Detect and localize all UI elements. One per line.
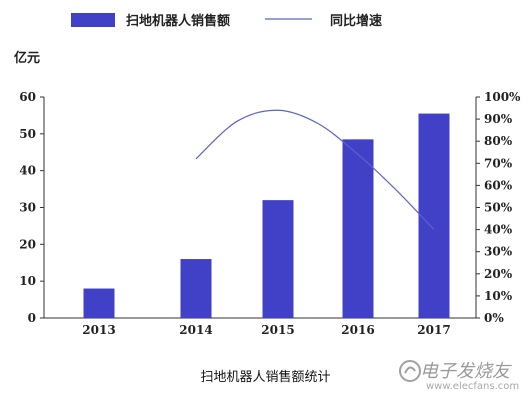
bars <box>83 113 450 318</box>
legend-line-label: 同比增速 <box>330 13 382 29</box>
y-right-tick-label: 100% <box>484 90 521 104</box>
legend: 扫地机器人销售额 同比增速 <box>71 13 382 29</box>
y-left-tick-label: 0 <box>28 311 36 325</box>
bar-2016 <box>342 139 374 318</box>
bar-2014 <box>180 259 212 318</box>
y-right-tick-label: 0% <box>484 311 504 325</box>
y-left-unit-label: 亿元 <box>14 50 40 66</box>
y-right-tick-label: 10% <box>484 289 513 303</box>
bar-2013 <box>83 288 115 318</box>
bar-2015 <box>262 200 294 318</box>
x-tick-label-2016: 2016 <box>341 323 374 337</box>
x-tick-label-2017: 2017 <box>417 323 450 337</box>
elecfans-logo-icon <box>399 360 421 382</box>
y-left-tick-label: 30 <box>19 201 36 215</box>
y-left-tick-label: 10 <box>19 274 36 288</box>
y-right-ticks: 0% 10% 20% 30% 40% 50% 60% 70% 80% 90% 100% <box>476 90 521 325</box>
y-right-tick-label: 40% <box>484 223 513 237</box>
x-tick-label-2014: 2014 <box>179 323 212 337</box>
y-right-tick-label: 90% <box>484 112 513 126</box>
x-tick-label-2013: 2013 <box>82 323 115 337</box>
y-left-tick-label: 60 <box>19 90 36 104</box>
x-tick-label-2015: 2015 <box>261 323 294 337</box>
chart-caption: 扫地机器人销售额统计 <box>200 370 331 385</box>
watermark: 电子发烧友 www.elecfans.com <box>398 357 528 401</box>
legend-bar-label: 扫地机器人销售额 <box>126 13 230 29</box>
watermark-text: 电子发烧友 <box>420 361 510 382</box>
legend-bar-swatch <box>71 13 115 27</box>
growth-rate-line <box>195 109 435 231</box>
y-right-tick-label: 20% <box>484 267 513 281</box>
y-right-tick-label: 50% <box>484 201 513 215</box>
bar-2017 <box>418 113 450 318</box>
y-right-tick-label: 80% <box>484 134 513 148</box>
x-tick-labels: 2013 2014 2015 2016 2017 <box>82 323 450 337</box>
watermark-url: www.elecfans.com <box>426 381 520 392</box>
y-left-tick-label: 40 <box>19 164 36 178</box>
y-left-tick-label: 50 <box>19 127 36 141</box>
chart: 扫地机器人销售额 同比增速 亿元 0 10 20 30 40 50 60 0% 10% 20% 3… <box>14 13 521 337</box>
y-right-tick-label: 30% <box>484 245 513 259</box>
y-right-tick-label: 70% <box>484 156 513 170</box>
y-left-tick-label: 20 <box>19 237 36 251</box>
y-right-tick-label: 60% <box>484 178 513 192</box>
y-left-ticks: 0 10 20 30 40 50 60 <box>19 90 44 325</box>
